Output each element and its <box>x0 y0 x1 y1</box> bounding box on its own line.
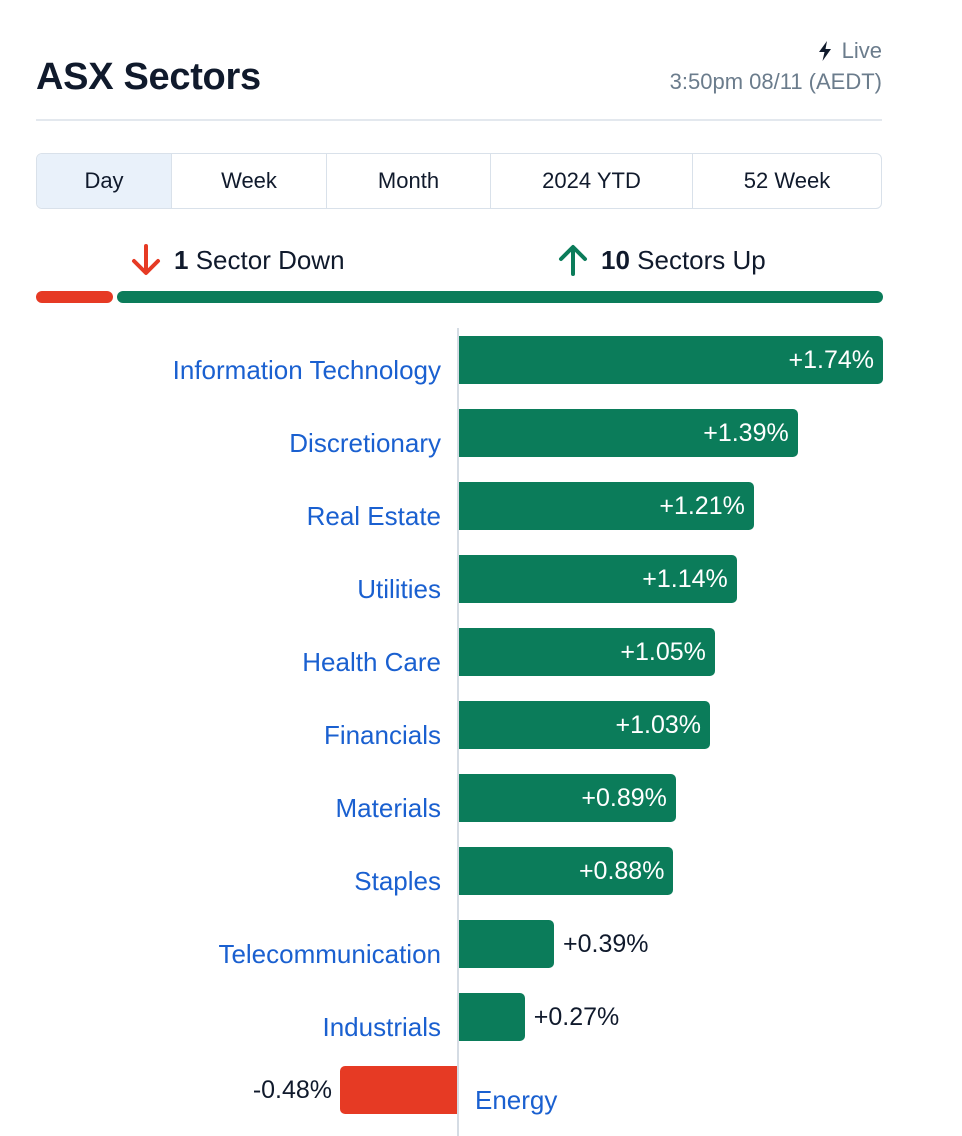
sector-link-telecommunication[interactable]: Telecommunication <box>218 939 441 969</box>
down-label: Sector Down <box>195 244 345 275</box>
arrow-up-icon <box>559 245 587 276</box>
period-tabs: Day Week Month 2024 YTD 52 Week <box>36 153 882 209</box>
bar-utilities <box>459 555 737 603</box>
bar-financials <box>459 701 710 749</box>
sectors-up-summary: 10 Sectors Up <box>555 240 766 280</box>
bar-energy <box>340 1066 457 1114</box>
zero-axis <box>457 328 459 1136</box>
value-label: +1.74% <box>788 346 875 374</box>
sector-link-information-technology[interactable]: Information Technology <box>172 355 441 385</box>
sector-link-energy[interactable]: Energy <box>475 1085 558 1115</box>
value-label: +1.05% <box>620 638 706 666</box>
lightning-bolt-icon <box>818 41 831 61</box>
page-title: ASX Sectors <box>36 56 261 98</box>
value-label: +0.27% <box>533 1003 620 1031</box>
value-label: +1.14% <box>642 565 728 593</box>
bar-telecommunication <box>459 920 555 968</box>
breadth-up-segment <box>116 291 883 303</box>
down-count: 1 <box>174 244 189 275</box>
tab-month[interactable]: Month <box>327 154 491 208</box>
sector-link-financials[interactable]: Financials <box>323 720 441 750</box>
bar-materials <box>459 774 676 822</box>
live-label: Live <box>841 38 882 63</box>
breadth-down-segment <box>36 291 113 303</box>
breadth-bar <box>36 291 883 303</box>
sector-link-real-estate[interactable]: Real Estate <box>306 501 441 531</box>
bar-discretionary <box>459 409 798 457</box>
tab-2024-ytd[interactable]: 2024 YTD <box>491 154 693 208</box>
value-label: +0.39% <box>563 930 649 958</box>
tab-week[interactable]: Week <box>172 154 327 208</box>
sector-link-health-care[interactable]: Health Care <box>302 647 441 677</box>
bar-staples <box>459 847 674 895</box>
value-label: +0.88% <box>578 857 665 885</box>
bar-information-technology <box>459 336 883 384</box>
timestamp: 3:50pm 08/11 (AEDT) <box>669 69 882 94</box>
up-count: 10 <box>601 244 630 275</box>
sector-link-industrials[interactable]: Industrials <box>322 1012 442 1042</box>
up-label: Sectors Up <box>637 244 766 275</box>
sector-link-utilities[interactable]: Utilities <box>357 574 441 604</box>
value-label: +1.21% <box>659 492 745 520</box>
sector-link-staples[interactable]: Staples <box>354 866 441 896</box>
tab-52-week[interactable]: 52 Week <box>743 168 831 193</box>
bar-industrials <box>459 993 525 1041</box>
bar-health-care <box>459 628 715 676</box>
value-label: +0.89% <box>581 784 667 812</box>
live-indicator: Live <box>816 38 882 64</box>
arrow-down-icon <box>132 244 160 275</box>
sector-link-materials[interactable]: Materials <box>335 793 441 823</box>
value-label: +1.39% <box>703 419 789 447</box>
sectors-down-summary: 1 Sector Down <box>128 240 345 280</box>
bar-real-estate <box>459 482 754 530</box>
sector-bar-chart: +1.74% Information Technology +1.39% Discre… <box>0 320 962 1136</box>
value-label: +1.03% <box>615 711 702 739</box>
sector-link-discretionary[interactable]: Discretionary <box>289 428 441 458</box>
value-label: -0.48% <box>252 1076 333 1104</box>
tab-day[interactable]: Day <box>37 154 172 208</box>
header-divider <box>36 119 882 121</box>
